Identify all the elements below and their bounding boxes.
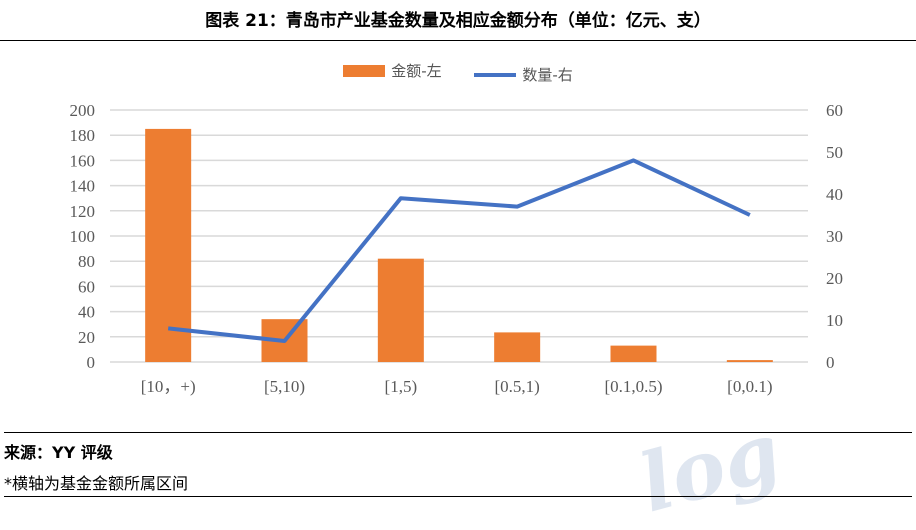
y-left-tick-label: 60 [78,277,95,296]
y-right-tick-label: 40 [826,185,843,204]
bar [494,332,540,362]
divider [4,496,912,497]
chart: 0 20 40 60 80 100 120 140 160 180 200 0 10 20 30 40 50 60… [0,0,916,420]
y-right-tick-label: 50 [826,143,843,162]
y-left-tick-label: 80 [78,252,95,271]
x-tick-label: [0.1,0.5) [604,377,662,396]
y-left-tick-label: 140 [70,177,96,196]
x-tick-label: [0.5,1) [495,377,540,396]
x-tick-label: [1,5) [385,377,418,396]
watermark: log [630,404,789,530]
y-left-tick-label: 180 [70,126,96,145]
bar [611,346,657,362]
bar [378,259,424,362]
y-left-tick-label: 0 [87,353,96,372]
y-left-tick-label: 100 [70,227,96,246]
y-right-tick-label: 10 [826,311,843,330]
x-tick-label: [0,0.1) [727,377,772,396]
y-left-tick-label: 200 [70,101,96,120]
y-left-tick-label: 40 [78,303,95,322]
y-left-tick-label: 20 [78,328,95,347]
y-right-tick-label: 0 [826,353,835,372]
source-text: 来源：YY 评级 [4,432,912,463]
series-line [168,160,750,341]
note-text: *横轴为基金金额所属区间 [4,470,188,494]
y-left-tick-label: 160 [70,151,96,170]
y-right-tick-label: 20 [826,269,843,288]
y-right-tick-label: 60 [826,101,843,120]
bar [727,360,773,362]
y-right-tick-label: 30 [826,227,843,246]
bar [145,129,191,362]
x-tick-label: [5,10) [264,377,305,396]
x-tick-label: [10，+) [141,377,196,396]
y-left-tick-label: 120 [70,202,96,221]
